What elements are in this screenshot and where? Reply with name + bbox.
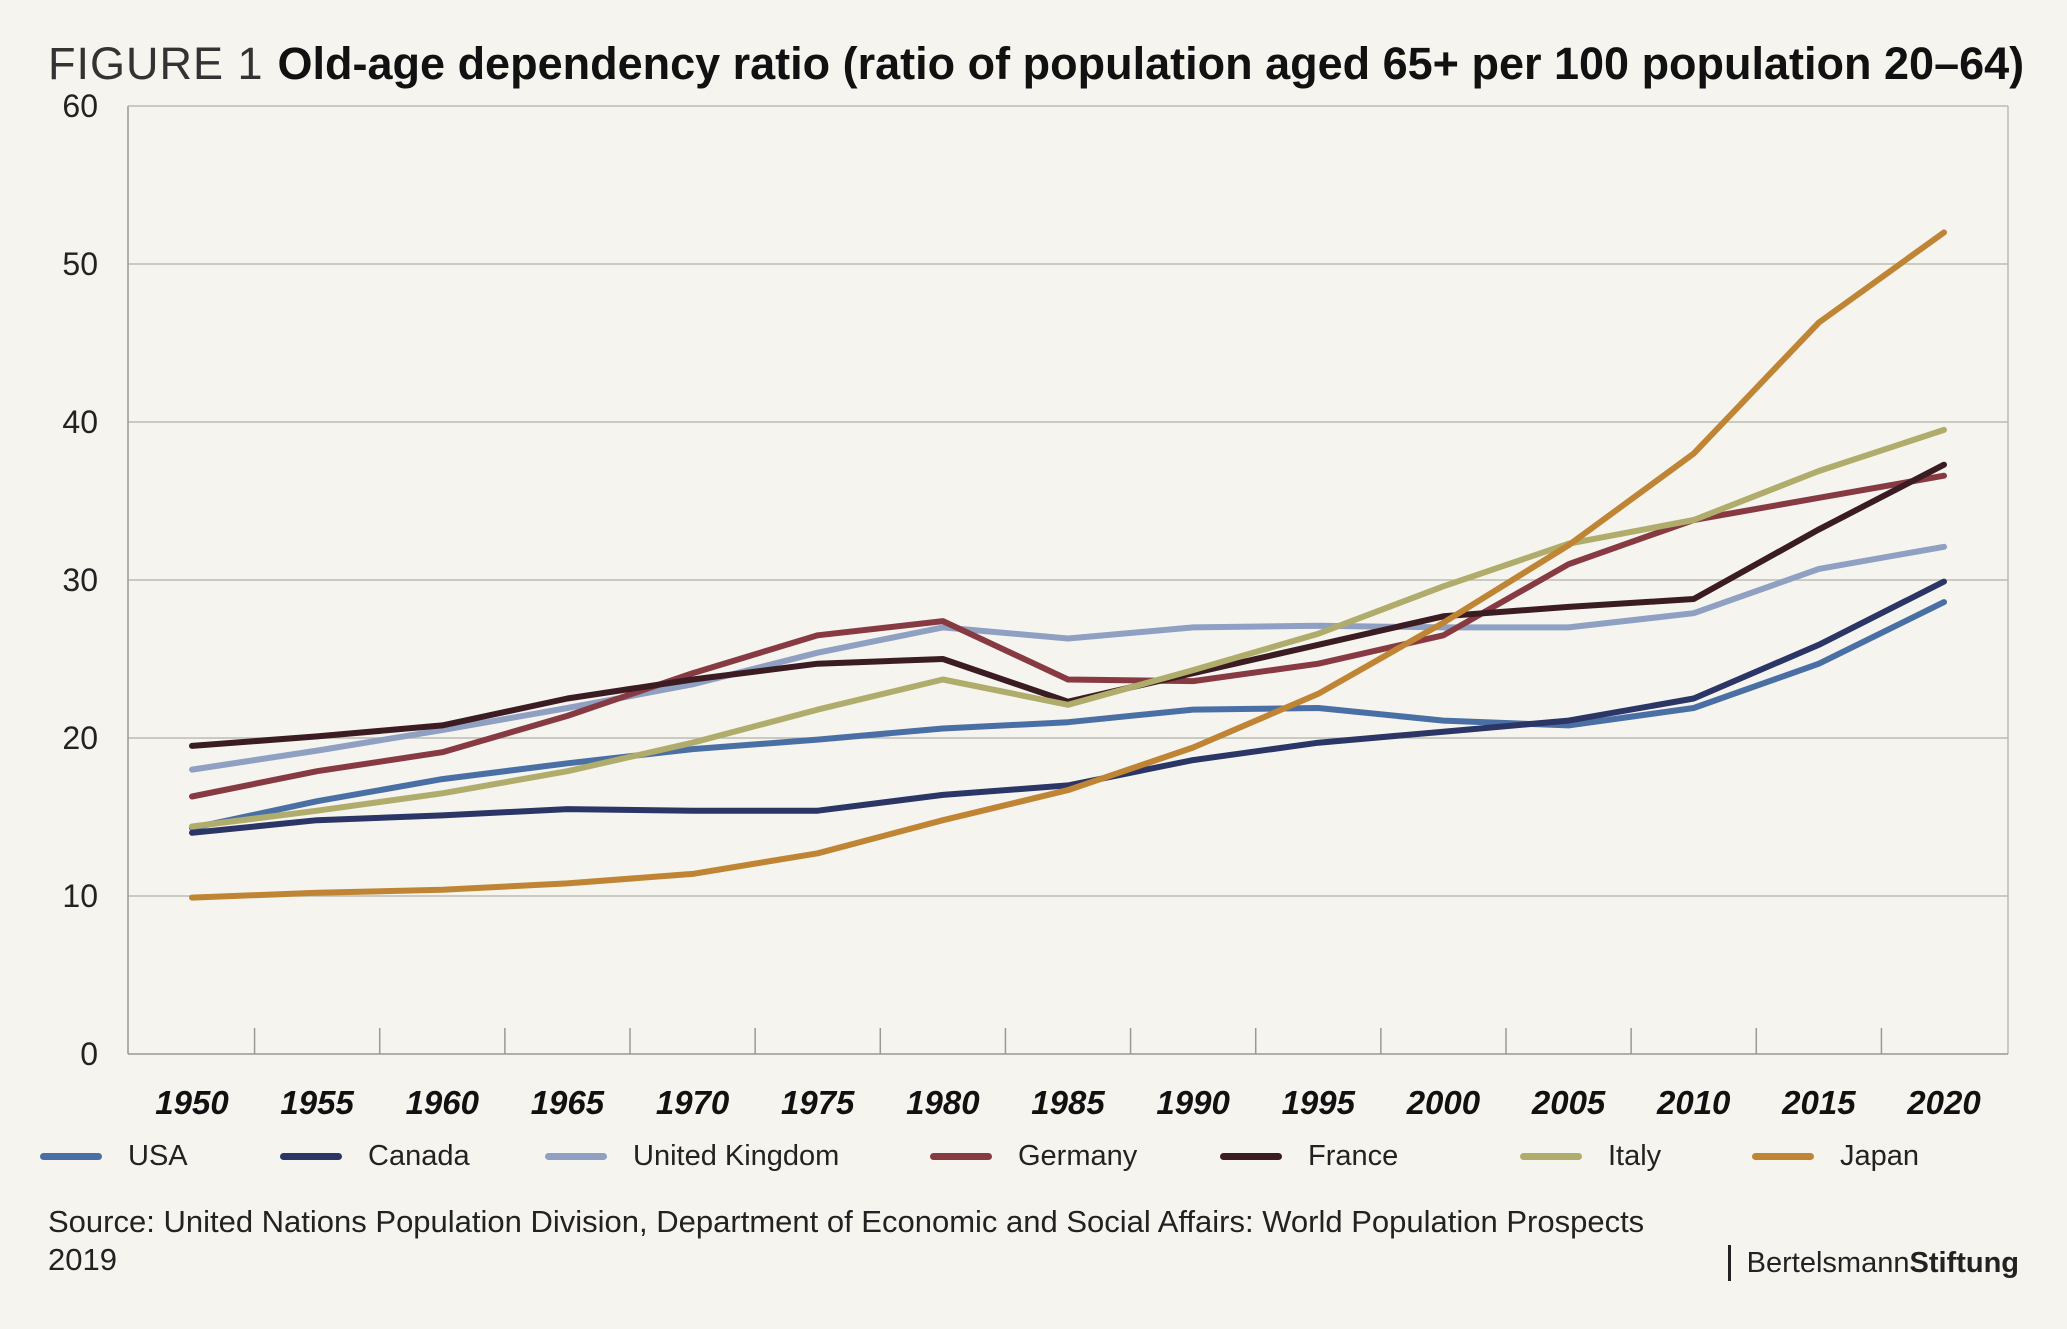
legend-label: Italy	[1608, 1140, 1662, 1172]
legend-label: USA	[128, 1140, 188, 1172]
legend-item-united-kingdom: United Kingdom	[545, 1140, 839, 1173]
series-line-japan	[189, 229, 1947, 901]
legend-swatch	[545, 1153, 607, 1160]
legend-item-france: France	[1220, 1140, 1398, 1173]
series-line-germany	[189, 472, 1947, 800]
series-lines	[189, 229, 1947, 901]
x-tick-label: 2015	[1781, 1084, 1856, 1121]
legend-label: United Kingdom	[633, 1140, 840, 1172]
brand-logo: BertelsmannStiftung	[1727, 1245, 2019, 1281]
x-axis-ticks: 1950 1955 1960 1965 1970 1975 1980 1985 1990 1995…	[155, 1084, 1981, 1121]
legend-label: Japan	[1840, 1140, 1920, 1172]
x-tick-label: 1960	[406, 1084, 480, 1121]
x-tick-label: 1975	[781, 1084, 855, 1121]
legend-item-usa: USA	[40, 1140, 188, 1173]
legend-label: France	[1308, 1140, 1399, 1172]
y-tick-label: 60	[62, 88, 98, 124]
legend-item-germany: Germany	[930, 1140, 1137, 1173]
legend-label: Canada	[368, 1140, 470, 1172]
legend-swatch	[1220, 1153, 1282, 1160]
x-tick-label: 1970	[656, 1084, 730, 1121]
x-tick-label: 1980	[906, 1084, 980, 1121]
chart-title: FIGURE 1 Old-age dependency ratio (ratio …	[48, 38, 2024, 90]
x-tick-label: 2020	[1906, 1084, 1981, 1121]
legend-label: Germany	[1018, 1140, 1138, 1172]
series-line-canada	[189, 578, 1947, 836]
y-tick-label: 40	[62, 404, 98, 440]
x-tick-label: 1990	[1156, 1084, 1230, 1121]
x-tick-label: 1995	[1282, 1084, 1356, 1121]
y-axis-ticks: 0 10 20 30 40 50 60	[62, 88, 98, 1072]
legend-swatch	[1520, 1153, 1582, 1160]
title-text: Old-age dependency ratio (ratio of popul…	[277, 38, 2025, 89]
brand-regular: Bertelsmann	[1746, 1247, 1910, 1279]
gridlines	[128, 105, 2008, 897]
legend-swatch	[280, 1153, 342, 1160]
legend-swatch	[1752, 1153, 1814, 1160]
x-tick-label: 1985	[1031, 1084, 1105, 1121]
y-tick-label: 0	[80, 1036, 98, 1072]
x-tick-label: 2005	[1531, 1084, 1606, 1121]
legend-swatch	[40, 1153, 102, 1160]
x-tick-label: 1965	[531, 1084, 605, 1121]
y-tick-label: 30	[62, 562, 98, 598]
brand-bold: Stiftung	[1909, 1247, 2019, 1279]
x-tick-label: 1955	[280, 1084, 354, 1121]
axes	[127, 106, 2009, 1055]
source-note: Source: United Nations Population Divisi…	[48, 1204, 1645, 1277]
legend-item-italy: Italy	[1520, 1140, 1661, 1173]
x-tick-label: 1950	[155, 1084, 229, 1121]
legend-swatch	[930, 1153, 992, 1160]
series-line-italy	[189, 426, 1947, 830]
series-line-usa	[189, 599, 1947, 832]
y-tick-label: 50	[62, 246, 98, 282]
legend-item-japan: Japan	[1752, 1140, 1919, 1173]
y-tick-label: 10	[62, 878, 98, 914]
legend: USA Canada United Kingdom Germany France Ital…	[40, 1140, 2040, 1180]
legend-item-canada: Canada	[280, 1140, 470, 1173]
figure-label: FIGURE 1	[48, 38, 264, 89]
y-tick-label: 20	[62, 720, 98, 756]
x-tick-label: 2010	[1656, 1084, 1731, 1121]
x-tick-label: 2000	[1406, 1084, 1481, 1121]
series-line-united-kingdom	[189, 543, 1947, 773]
